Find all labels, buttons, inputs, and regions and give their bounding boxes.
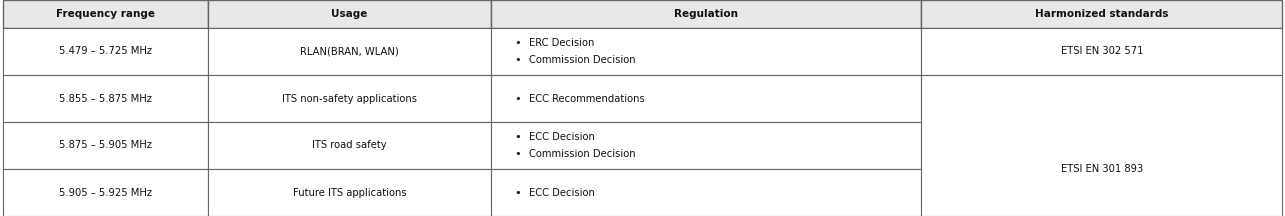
Bar	[208, 122, 491, 169]
Bar	[3, 28, 208, 75]
Text: ITS non-safety applications: ITS non-safety applications	[281, 94, 418, 103]
Bar	[491, 169, 921, 216]
Text: 5.479 – 5.725 MHz: 5.479 – 5.725 MHz	[59, 46, 152, 57]
Bar	[491, 0, 921, 28]
Text: •: •	[514, 38, 520, 48]
Text: Commission Decision: Commission Decision	[529, 55, 636, 65]
Text: ECC Recommendations: ECC Recommendations	[529, 94, 645, 103]
Text: ETSI EN 302 571: ETSI EN 302 571	[1060, 46, 1144, 57]
Bar	[3, 0, 208, 28]
Bar	[208, 75, 491, 122]
Bar	[491, 75, 921, 122]
Bar	[208, 28, 491, 75]
Bar	[921, 0, 1282, 28]
Text: ITS road safety: ITS road safety	[312, 140, 387, 151]
Text: ETSI EN 301 893: ETSI EN 301 893	[1060, 164, 1144, 174]
Text: ECC Decision: ECC Decision	[529, 187, 595, 197]
Text: Usage: Usage	[332, 9, 368, 19]
Bar	[208, 169, 491, 216]
Bar	[3, 122, 208, 169]
Text: Frequency range: Frequency range	[55, 9, 155, 19]
Text: 5.905 – 5.925 MHz: 5.905 – 5.925 MHz	[59, 187, 152, 197]
Text: Future ITS applications: Future ITS applications	[293, 187, 406, 197]
Bar	[921, 28, 1282, 75]
Text: •: •	[514, 149, 520, 159]
Text: •: •	[514, 94, 520, 103]
Text: 5.855 – 5.875 MHz: 5.855 – 5.875 MHz	[59, 94, 152, 103]
Bar	[3, 75, 208, 122]
Bar	[3, 169, 208, 216]
Bar	[491, 28, 921, 75]
Text: RLAN(BRAN, WLAN): RLAN(BRAN, WLAN)	[301, 46, 398, 57]
Bar	[208, 0, 491, 28]
Text: 5.875 – 5.905 MHz: 5.875 – 5.905 MHz	[59, 140, 152, 151]
Text: Regulation: Regulation	[675, 9, 738, 19]
Text: Harmonized standards: Harmonized standards	[1036, 9, 1168, 19]
Bar	[491, 122, 921, 169]
Text: Commission Decision: Commission Decision	[529, 149, 636, 159]
Text: •: •	[514, 55, 520, 65]
Text: ERC Decision: ERC Decision	[529, 38, 595, 48]
Bar	[921, 75, 1282, 216]
Text: •: •	[514, 132, 520, 142]
Text: ECC Decision: ECC Decision	[529, 132, 595, 142]
Text: •: •	[514, 187, 520, 197]
